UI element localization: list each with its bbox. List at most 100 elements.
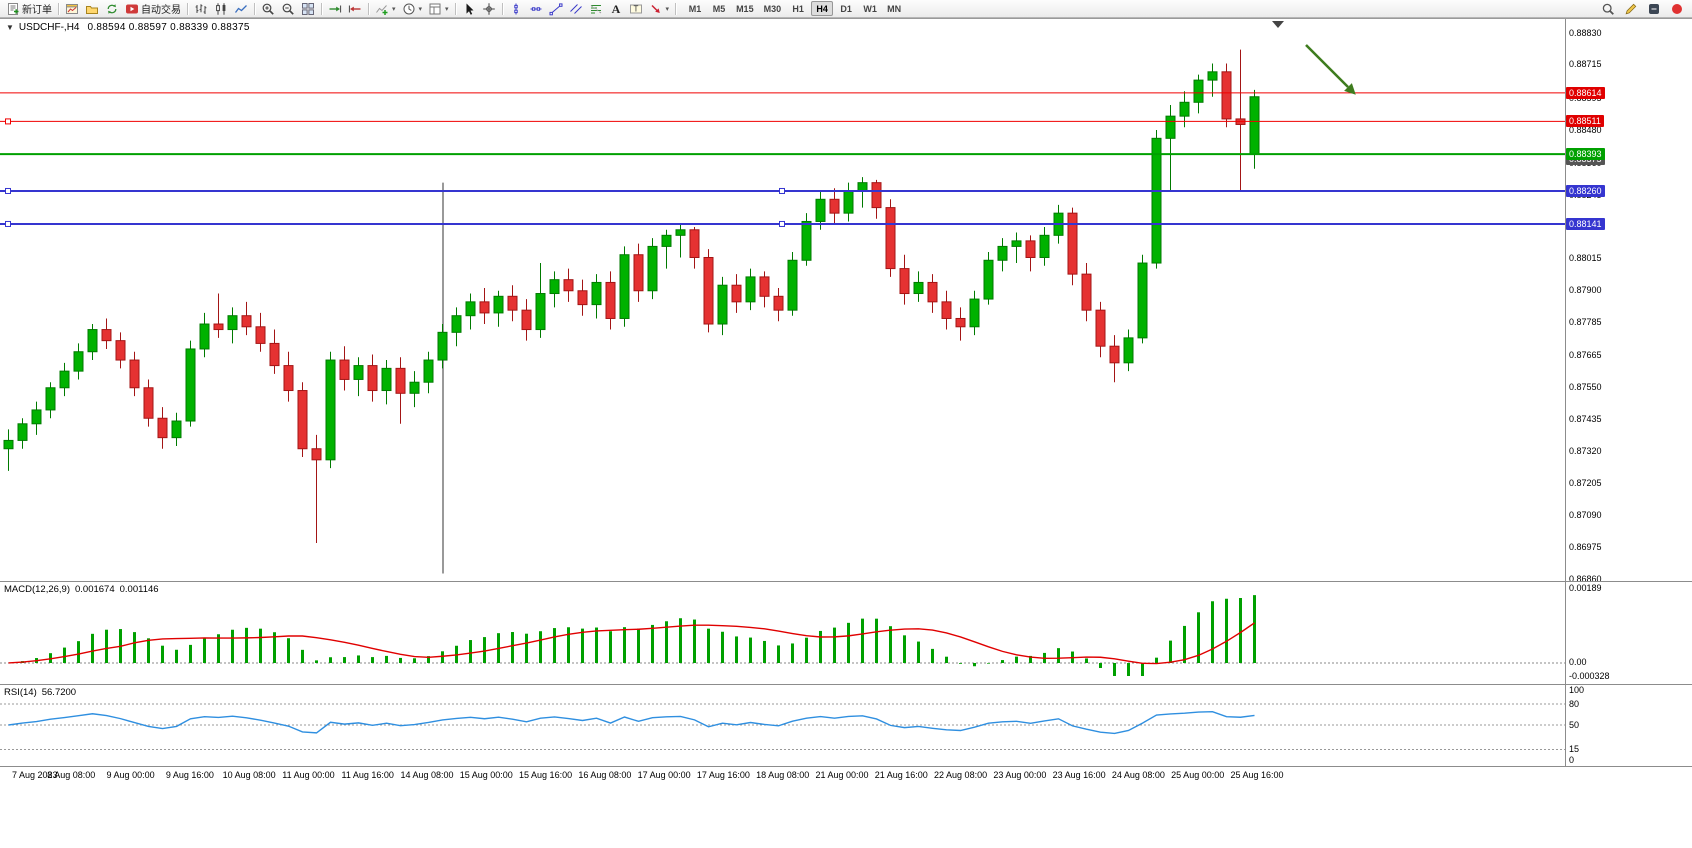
autotrading-button[interactable]: 自动交易 bbox=[122, 1, 184, 17]
tile-windows-button[interactable] bbox=[298, 1, 318, 17]
support-line-green-badge: 0.88393 bbox=[1566, 148, 1605, 161]
one-click-trading-toggle[interactable]: ▼ bbox=[6, 23, 14, 32]
candle-up bbox=[437, 331, 448, 361]
refresh-button[interactable] bbox=[102, 1, 122, 17]
candle-down bbox=[297, 390, 308, 450]
main-plot-area[interactable]: ▼ USDCHF-,H4 0.88594 0.88597 0.88339 0.8… bbox=[0, 19, 1565, 581]
crosshair-button[interactable] bbox=[479, 1, 499, 17]
charts-button[interactable] bbox=[62, 1, 82, 17]
chart-shift-button[interactable] bbox=[345, 1, 365, 17]
line-handle[interactable] bbox=[779, 220, 785, 227]
zoom-in-button[interactable] bbox=[258, 1, 278, 17]
candle-down bbox=[157, 417, 168, 439]
text-label-icon: T bbox=[629, 2, 643, 16]
channel-icon bbox=[569, 2, 583, 16]
candle-up bbox=[227, 315, 238, 331]
price-chart-canvas[interactable] bbox=[0, 19, 1565, 581]
equidistant-channel-button[interactable] bbox=[566, 1, 586, 17]
horizontal-line-button[interactable] bbox=[526, 1, 546, 17]
bars-icon bbox=[194, 2, 208, 16]
vertical-line-button[interactable] bbox=[506, 1, 526, 17]
autotrading-icon bbox=[125, 2, 139, 16]
text-label-button[interactable]: T bbox=[626, 1, 646, 17]
price-axis-label: 0.87320 bbox=[1569, 446, 1602, 456]
timeframe-h4-button[interactable]: H4 bbox=[811, 1, 834, 16]
edit-button[interactable] bbox=[1621, 1, 1641, 17]
autotrading-button-label: 自动交易 bbox=[141, 5, 181, 16]
arrow-tool-icon bbox=[649, 2, 663, 16]
window-bottom-area bbox=[0, 783, 1692, 847]
timeframe-w1-button[interactable]: W1 bbox=[863, 3, 877, 14]
notification-badge[interactable] bbox=[1667, 1, 1687, 17]
panel-splitter-macd[interactable] bbox=[0, 581, 1692, 582]
profiles-button[interactable] bbox=[82, 1, 102, 17]
line-handle[interactable] bbox=[5, 118, 11, 125]
trendline-button[interactable] bbox=[546, 1, 566, 17]
dropdown-caret-icon: ▾ bbox=[418, 5, 423, 13]
timeframe-mn-button[interactable]: MN bbox=[887, 3, 902, 14]
indicators-button[interactable]: ▾ bbox=[372, 1, 399, 17]
line-handle[interactable] bbox=[779, 187, 785, 194]
rsi-plot-area[interactable]: RSI(14) 56.7200 bbox=[0, 685, 1565, 766]
macd-canvas[interactable] bbox=[0, 582, 1565, 684]
macd-plot-area[interactable]: MACD(12,26,9) 0.001674 0.001146 bbox=[0, 582, 1565, 684]
candle-down bbox=[143, 387, 154, 419]
timeframe-m1-button[interactable]: M1 bbox=[688, 3, 702, 14]
templates-button[interactable]: ▾ bbox=[425, 1, 452, 17]
line-chart-button[interactable] bbox=[231, 1, 251, 17]
candle-down bbox=[1095, 309, 1106, 347]
zoom-out-button[interactable] bbox=[278, 1, 298, 17]
fibonacci-button[interactable] bbox=[586, 1, 606, 17]
timeframe-d1-button[interactable]: D1 bbox=[840, 3, 852, 14]
candle-up bbox=[815, 198, 826, 222]
chart-info: ▼ USDCHF-,H4 0.88594 0.88597 0.88339 0.8… bbox=[6, 22, 250, 33]
candle-down bbox=[577, 290, 588, 306]
cursor-button[interactable] bbox=[459, 1, 479, 17]
dropdown-caret-icon: ▾ bbox=[392, 5, 396, 13]
bar-chart-button[interactable] bbox=[191, 1, 211, 17]
price-axis-label: 0.87090 bbox=[1569, 509, 1602, 520]
dropdown-caret-icon: ▾ bbox=[665, 5, 670, 13]
rsi-axis-label: 15 bbox=[1569, 744, 1580, 754]
panel-toggle-button[interactable] bbox=[1644, 1, 1664, 17]
text-button[interactable]: A bbox=[606, 1, 626, 17]
candle-down bbox=[955, 317, 966, 328]
price-axis-label: 0.87665 bbox=[1569, 350, 1602, 361]
template-icon bbox=[428, 2, 442, 16]
timeframe-m30-button[interactable]: M30 bbox=[763, 3, 782, 14]
candle-down bbox=[731, 284, 742, 303]
macd-axis[interactable]: 0.00189 0.00 -0.000328 bbox=[1565, 582, 1692, 684]
new-order-button[interactable]: 新订单 bbox=[3, 1, 55, 17]
auto-scroll-button[interactable] bbox=[325, 1, 345, 17]
timeframe-h1-button[interactable]: H1 bbox=[792, 3, 804, 14]
price-axis-label: 0.86860 bbox=[1569, 573, 1602, 584]
main-chart-panel: ▼ USDCHF-,H4 0.88594 0.88597 0.88339 0.8… bbox=[0, 19, 1692, 584]
arrows-button[interactable]: ▾ bbox=[646, 1, 673, 17]
rsi-axis-label: 100 bbox=[1569, 684, 1585, 695]
line-handle[interactable] bbox=[5, 220, 11, 227]
price-axis[interactable]: 0.888300.887150.885950.884800.883600.882… bbox=[1565, 19, 1692, 584]
fibonacci-icon bbox=[589, 2, 603, 16]
timeframe-m15-button[interactable]: M15 bbox=[736, 3, 754, 14]
time-axis-label: 11 Aug 00:00 bbox=[282, 770, 335, 780]
search-button[interactable] bbox=[1598, 1, 1618, 17]
rsi-canvas[interactable] bbox=[0, 685, 1565, 766]
candle-up bbox=[1151, 137, 1162, 264]
candlestick-chart-button[interactable] bbox=[211, 1, 231, 17]
candle-up bbox=[1179, 101, 1190, 117]
candle-down bbox=[1025, 240, 1036, 258]
toolbar-separator bbox=[254, 2, 255, 15]
chart-shift-marker[interactable] bbox=[1272, 21, 1284, 28]
rsi-axis[interactable]: 100 80 50 15 0 bbox=[1565, 685, 1692, 766]
time-axis[interactable]: 7 Aug 2023 8 Aug 08:00 9 Aug 00:00 9 Aug 16… bbox=[0, 766, 1692, 784]
annotation-arrow[interactable] bbox=[1305, 44, 1349, 88]
candle-down bbox=[479, 301, 490, 314]
zoom-in-icon bbox=[261, 2, 275, 16]
macd-main-value: 0.001674 bbox=[75, 584, 115, 595]
line-handle[interactable] bbox=[5, 187, 11, 194]
resistance-line-1-badge: 0.88614 bbox=[1566, 86, 1605, 99]
panel-splitter-rsi[interactable] bbox=[0, 684, 1692, 685]
timeframe-m5-button[interactable]: M5 bbox=[712, 3, 726, 14]
periods-button[interactable]: ▾ bbox=[399, 1, 426, 17]
candle-up bbox=[1123, 337, 1134, 364]
